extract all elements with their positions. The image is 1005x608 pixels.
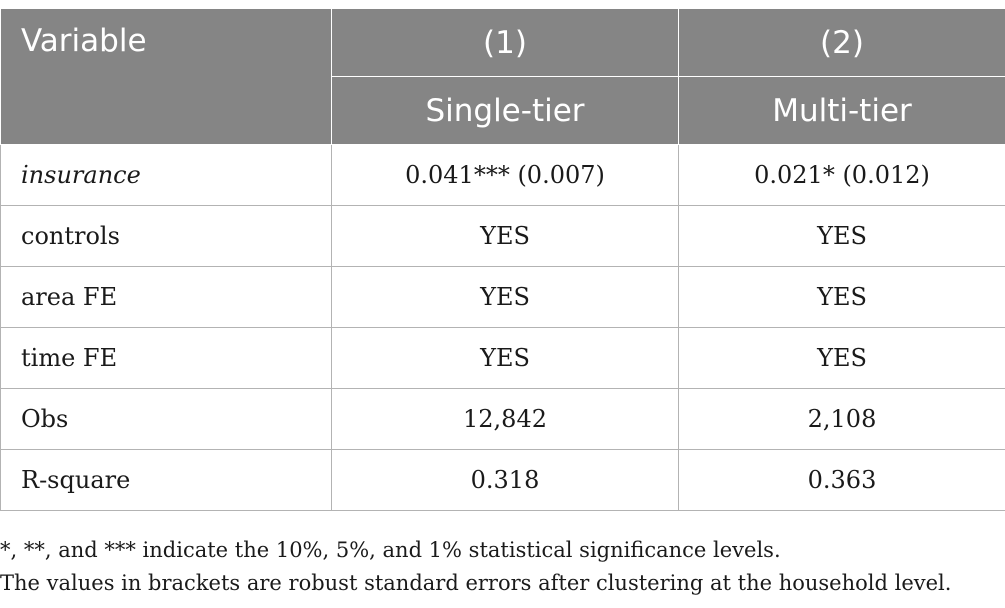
cell-col1: YES — [331, 266, 679, 328]
row-label: area FE — [0, 266, 332, 328]
row-label: R-square — [0, 449, 332, 511]
table-row: controls YES YES — [0, 205, 1005, 267]
cell-col2: YES — [678, 205, 1005, 267]
standard-error-note: The values in brackets are robust standa… — [0, 571, 952, 595]
table-row: Obs 12,842 2,108 — [0, 388, 1005, 450]
table-row: time FE YES YES — [0, 327, 1005, 389]
header-col1-label: Single-tier — [331, 76, 679, 145]
cell-col2: YES — [678, 327, 1005, 389]
table-row: insurance 0.041*** (0.007) 0.021* (0.012… — [0, 144, 1005, 206]
header-col1-number: (1) — [331, 8, 679, 77]
row-label: insurance — [0, 144, 332, 206]
table-header: Variable (1) (2) Single-tier Multi-tier — [0, 8, 1005, 145]
table-row: R-square 0.318 0.363 — [0, 449, 1005, 511]
table-row: area FE YES YES — [0, 266, 1005, 328]
header-col2-label: Multi-tier — [678, 76, 1005, 145]
cell-col1: 12,842 — [331, 388, 679, 450]
cell-col2: 0.363 — [678, 449, 1005, 511]
header-col2-number: (2) — [678, 8, 1005, 77]
cell-col2: 0.021* (0.012) — [678, 144, 1005, 206]
cell-col1: 0.041*** (0.007) — [331, 144, 679, 206]
cell-col1: 0.318 — [331, 449, 679, 511]
header-variable: Variable — [0, 8, 332, 145]
row-label: Obs — [0, 388, 332, 450]
table-notes: *, **, and *** indicate the 10%, 5%, and… — [0, 534, 951, 600]
cell-col2: YES — [678, 266, 1005, 328]
cell-col1: YES — [331, 327, 679, 389]
cell-col1: YES — [331, 205, 679, 267]
cell-col2: 2,108 — [678, 388, 1005, 450]
row-label: time FE — [0, 327, 332, 389]
table-body: insurance 0.041*** (0.007) 0.021* (0.012… — [0, 144, 1005, 511]
regression-table: Variable (1) (2) Single-tier Multi-tier … — [0, 8, 1005, 511]
row-label: controls — [0, 205, 332, 267]
significance-note: *, **, and *** indicate the 10%, 5%, and… — [0, 538, 781, 562]
